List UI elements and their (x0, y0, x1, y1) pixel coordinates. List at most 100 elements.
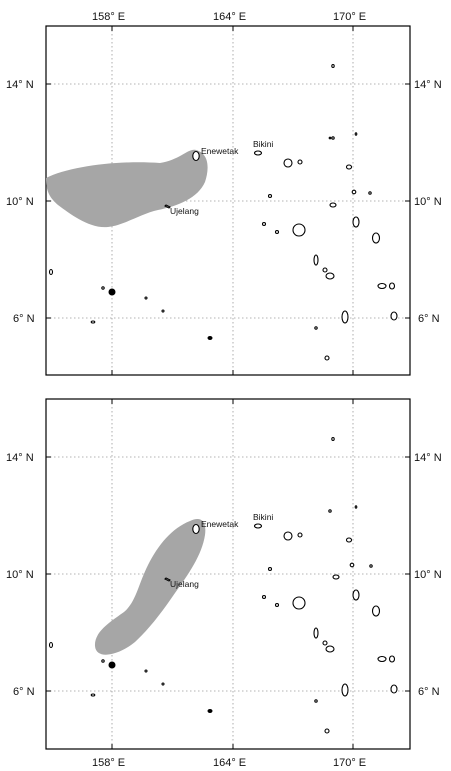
lon-label-bottom-158: 158° E (92, 757, 125, 769)
place-label-bikini-top: Bikini (253, 139, 273, 149)
atoll-mokil (144, 296, 148, 300)
atoll-arno-b (388, 655, 396, 663)
atoll-taka-b (328, 509, 332, 513)
atoll-ujae (274, 229, 280, 235)
place-label-enewetak-top: Enewetak (201, 146, 239, 156)
atoll-namu (313, 254, 319, 266)
atoll-arno (388, 282, 396, 290)
atoll-jaluit-b (341, 683, 349, 697)
atoll-bokak (331, 63, 335, 69)
atoll-kwajalein (292, 223, 306, 237)
lat-label-bottom-right-14: 14° N (414, 452, 442, 464)
atoll-ebon-b (324, 728, 330, 734)
atoll-oroluk-b (48, 641, 54, 649)
atoll-erikub-b (349, 562, 355, 568)
atoll-maloelap-b (371, 605, 381, 617)
atoll-utirik (345, 164, 353, 170)
atoll-pakin (101, 286, 105, 290)
lat-label-top-left-6: 6° N (13, 313, 35, 325)
atoll-ujelang (164, 204, 171, 209)
lat-label-bottom-right-6: 6° N (418, 686, 440, 698)
lat-label-bottom-left-14: 14° N (6, 452, 34, 464)
atoll-mokil-b (144, 669, 148, 673)
atoll-enewetak-b (192, 523, 200, 535)
atoll-lae-b (261, 594, 267, 600)
islands-top (48, 63, 398, 361)
atoll-likiep-b (332, 574, 340, 580)
atoll-wotho (267, 193, 273, 199)
atoll-taka (331, 136, 335, 140)
atoll-kili (314, 326, 318, 330)
atoll-enewetak (192, 150, 200, 162)
atoll-rongelap-b (283, 531, 293, 541)
atoll-rongelap (283, 158, 293, 168)
lat-label-top-right-14: 14° N (414, 79, 442, 91)
atoll-ailinginae (297, 159, 303, 165)
lon-label-bottom-164: 164° E (213, 757, 246, 769)
island-kosrae (207, 336, 213, 340)
atoll-ujelang-b (164, 577, 171, 582)
range-area-top (46, 149, 208, 228)
lat-label-bottom-left-10: 10° N (6, 569, 34, 581)
place-label-bikini-bottom: Bikini (253, 512, 273, 522)
lat-label-top-left-14: 14° N (6, 79, 34, 91)
range-area-bottom (94, 518, 206, 655)
atoll-maloelap (371, 232, 381, 244)
atoll-aur (368, 191, 372, 195)
ticks-bottom (46, 399, 410, 749)
atoll-oroluk (48, 268, 54, 276)
atoll-majuro-b (377, 655, 387, 663)
atoll-ailinginae-b (297, 532, 303, 538)
graticule-bottom (46, 399, 410, 749)
lon-label-top-158: 158° E (92, 11, 125, 23)
atoll-wotje (352, 216, 360, 228)
atoll-namu-b (313, 627, 319, 639)
atoll-jaluit (341, 310, 349, 324)
atoll-wotho-b (267, 566, 273, 572)
lat-label-bottom-left-6: 6° N (13, 686, 35, 698)
atoll-likiep (329, 202, 337, 208)
place-label-ujelang-top: Ujelang (170, 206, 199, 216)
atoll-mili-b (390, 684, 398, 694)
atoll-ailinglaplap-b (325, 645, 335, 653)
lon-label-top-164: 164° E (213, 11, 246, 23)
lat-label-bottom-right-10: 10° N (414, 569, 442, 581)
island-kosrae-b (207, 709, 213, 713)
island-pohnpei (108, 288, 116, 296)
lat-label-top-left-10: 10° N (6, 196, 34, 208)
atoll-bokak-b (331, 436, 335, 442)
lon-label-bottom-170: 170° E (333, 757, 366, 769)
atoll-mili (390, 311, 398, 321)
atoll-lae (261, 221, 267, 227)
map-panel-bottom: 14° N 10° N 6° N 14° N 10° N 6° N (6, 398, 442, 769)
atoll-ngatik (90, 320, 96, 324)
atoll-aur-b (369, 564, 373, 568)
atoll-erikub (351, 189, 357, 195)
place-label-enewetak-bottom: Enewetak (201, 519, 239, 529)
atoll-pingelap (161, 309, 165, 313)
lat-label-top-right-10: 10° N (414, 196, 442, 208)
island-pohnpei-b (108, 661, 116, 669)
atoll-bikini (253, 150, 263, 156)
atoll-kwajalein-b (292, 596, 306, 610)
atoll-pingelap-b (161, 682, 165, 686)
atoll-pakin-b (101, 659, 105, 663)
atoll-ailinglaplap (325, 272, 335, 280)
map-panel-top: 158° E 164° E 170° E (6, 11, 442, 376)
atoll-jabwot-b (322, 640, 328, 646)
atoll-wake-east (328, 136, 332, 140)
lat-label-top-right-6: 6° N (418, 313, 440, 325)
atoll-jabwot (322, 267, 328, 273)
atoll-mejit-b (354, 505, 358, 509)
atoll-utirik-b (345, 537, 353, 543)
atoll-wotje-b (352, 589, 360, 601)
atoll-ebon (324, 355, 330, 361)
islands-bottom (48, 436, 398, 734)
atoll-ujae-b (274, 602, 280, 608)
atoll-mejit (354, 132, 358, 136)
place-label-ujelang-bottom: Ujelang (170, 579, 199, 589)
atoll-bikini-b (253, 523, 263, 529)
ticks-top (46, 26, 410, 375)
lon-label-top-170: 170° E (333, 11, 366, 23)
atoll-ngatik-b (90, 693, 96, 697)
